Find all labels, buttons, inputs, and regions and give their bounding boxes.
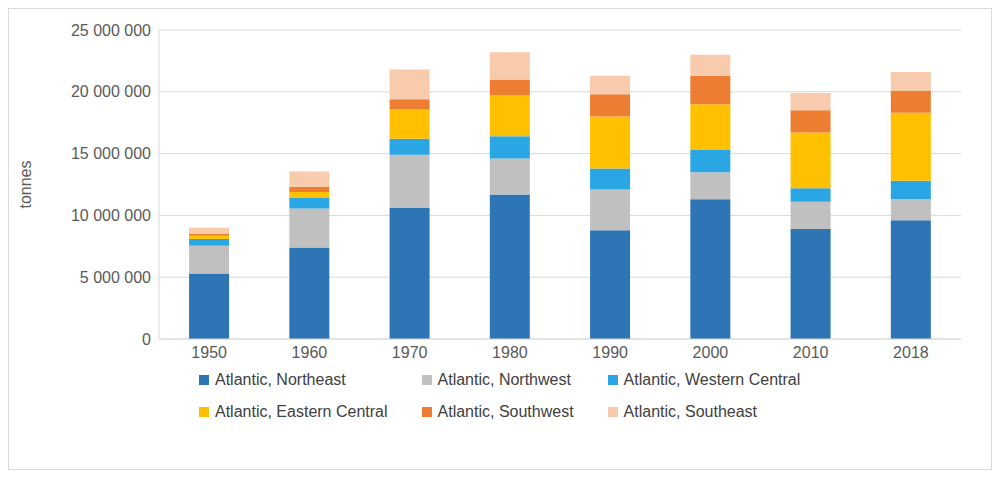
svg-text:1950: 1950 (191, 344, 227, 361)
svg-text:20 000 000: 20 000 000 (71, 83, 151, 100)
svg-text:25 000 000: 25 000 000 (71, 22, 151, 39)
svg-text:2018: 2018 (893, 344, 929, 361)
html-text:Atlantic, Southeast: Atlantic, Southeast (623, 403, 757, 420)
html-text:Atlantic, Northeast: Atlantic, Northeast (215, 371, 346, 388)
svg-text:tonnes: tonnes (17, 160, 34, 208)
svg-text:1990: 1990 (592, 344, 628, 361)
svg-text:15 000 000: 15 000 000 (71, 145, 151, 162)
svg-text:2010: 2010 (793, 344, 829, 361)
svg-text:5 000 000: 5 000 000 (80, 269, 151, 286)
html-text:Atlantic, Southwest: Atlantic, Southwest (437, 403, 574, 420)
svg-text:1960: 1960 (292, 344, 328, 361)
html-text:Atlantic, Eastern Central: Atlantic, Eastern Central (215, 403, 388, 420)
html-text:Atlantic, Western Central: Atlantic, Western Central (623, 371, 801, 388)
svg-text:1980: 1980 (492, 344, 528, 361)
svg-text:0: 0 (142, 331, 151, 348)
svg-text:1970: 1970 (392, 344, 428, 361)
svg-text:2000: 2000 (693, 344, 729, 361)
html-text:Atlantic, Northwest: Atlantic, Northwest (437, 371, 571, 388)
svg-text:10 000 000: 10 000 000 (71, 207, 151, 224)
